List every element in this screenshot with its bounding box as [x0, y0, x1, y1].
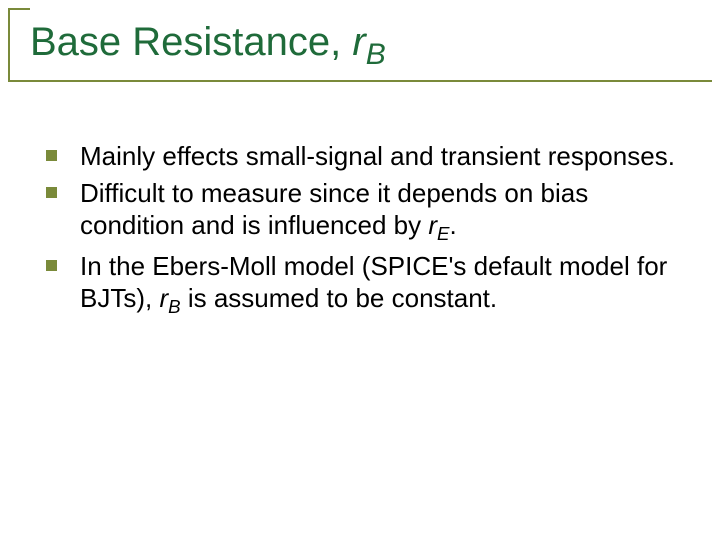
text-segment: is assumed to be constant.: [181, 283, 498, 313]
text-segment: Difficult to measure since it depends on…: [80, 178, 588, 241]
text-segment: .: [450, 210, 457, 240]
title-prefix: Base Resistance,: [30, 20, 352, 64]
slide-title: Base Resistance, rB: [30, 20, 386, 71]
list-item: Mainly effects small-signal and transien…: [40, 140, 680, 173]
title-var: r: [352, 20, 365, 64]
text-segment: r: [428, 210, 437, 240]
title-sub: B: [366, 38, 386, 71]
square-bullet-icon: [46, 260, 57, 271]
slide: Base Resistance, rB Mainly effects small…: [0, 0, 720, 540]
title-rule-top: [8, 8, 30, 10]
body: Mainly effects small-signal and transien…: [40, 140, 680, 323]
bullet-list: Mainly effects small-signal and transien…: [40, 140, 680, 319]
list-item: In the Ebers-Moll model (SPICE's default…: [40, 250, 680, 319]
text-segment: E: [437, 223, 449, 244]
square-bullet-icon: [46, 150, 57, 161]
text-segment: B: [168, 296, 180, 317]
list-item: Difficult to measure since it depends on…: [40, 177, 680, 246]
title-rule-left: [8, 8, 10, 82]
square-bullet-icon: [46, 187, 57, 198]
text-segment: Mainly effects small-signal and transien…: [80, 141, 675, 171]
title-rule-bottom: [8, 80, 712, 82]
text-segment: r: [159, 283, 168, 313]
